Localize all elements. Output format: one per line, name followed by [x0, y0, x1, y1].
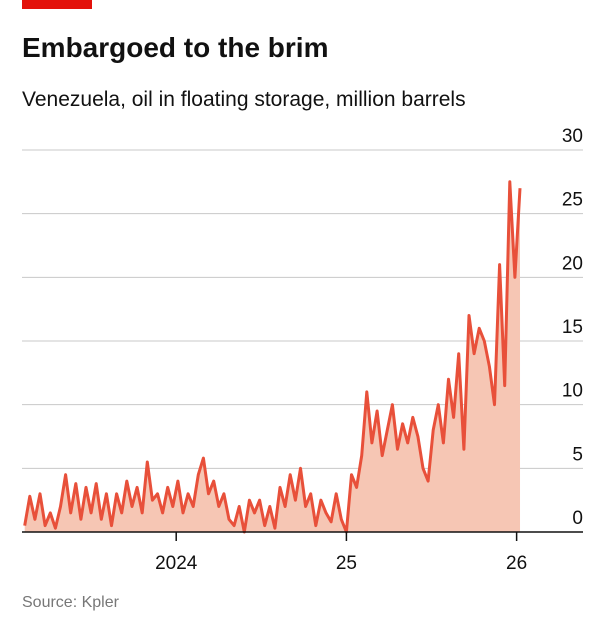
brand-bar	[22, 0, 92, 9]
x-tick-label: 25	[336, 553, 357, 574]
y-tick-label: 0	[572, 508, 583, 529]
chart-title: Embargoed to the brim	[22, 32, 328, 63]
y-tick-label: 5	[572, 444, 583, 465]
y-tick-label: 15	[562, 317, 583, 338]
source: Source: Kpler	[22, 594, 120, 611]
area	[24, 181, 521, 533]
y-tick-label: 25	[562, 190, 583, 211]
x-tick-label: 26	[506, 553, 527, 574]
y-tick-label: 10	[562, 381, 583, 402]
x-tick-label: 2024	[155, 553, 198, 574]
y-tick-label: 30	[562, 126, 583, 147]
y-tick-label: 20	[562, 253, 583, 274]
chart-subtitle: Venezuela, oil in floating storage, mill…	[22, 88, 466, 111]
line	[23, 180, 522, 534]
